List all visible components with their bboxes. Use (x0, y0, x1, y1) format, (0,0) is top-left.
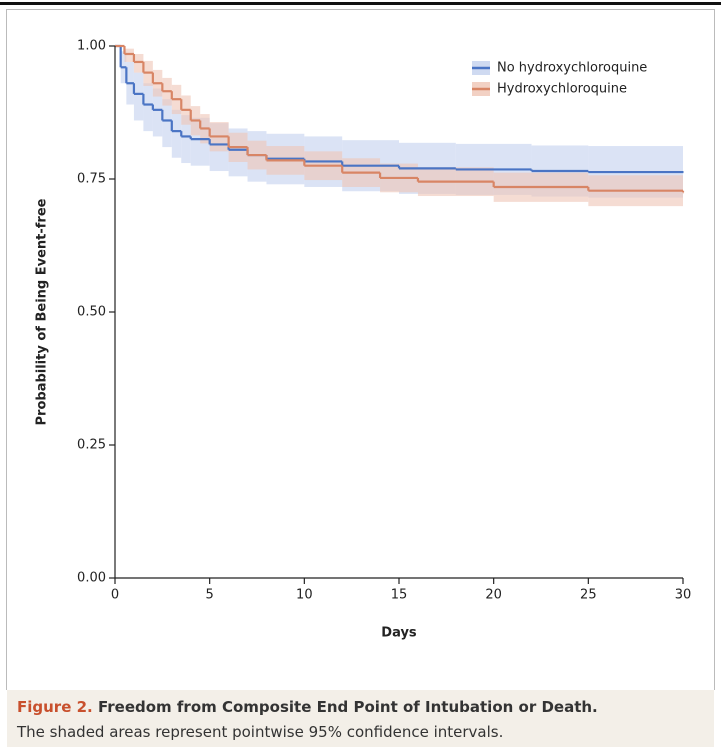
x-tick-label: 5 (206, 588, 214, 603)
x-tick-label: 15 (391, 588, 408, 603)
y-tick-label: 1.00 (77, 39, 106, 54)
y-tick-label: 0.25 (77, 438, 106, 453)
x-tick-label: 10 (296, 588, 313, 603)
y-tick-label: 0.00 (77, 571, 106, 586)
x-tick-label: 0 (111, 588, 119, 603)
confidence-band (152, 88, 163, 137)
y-tick-label: 0.50 (77, 305, 106, 320)
chart: 0.00 0.25 0.50 0.75 1.00 0 5 10 15 20 25 30 No hydro… (0, 2, 721, 690)
legend-label: No hydroxychloroquine (497, 61, 647, 76)
x-tick-label: 25 (580, 588, 597, 603)
confidence-band (133, 53, 144, 73)
frame (6, 9, 715, 690)
top-rule (0, 2, 721, 5)
caption-label: Figure 2. (17, 698, 93, 716)
caption-title: Freedom from Composite End Point of Intu… (97, 698, 598, 716)
plot: 0.00 0.25 0.50 0.75 1.00 0 5 10 15 20 25 30 No hydro… (77, 39, 691, 603)
confidence-band (124, 48, 134, 62)
x-tick-label: 20 (485, 588, 502, 603)
confidence-band (143, 83, 153, 132)
x-tick-label: 30 (675, 588, 692, 603)
caption-text: The shaded areas represent pointwise 95%… (17, 723, 504, 741)
y-axis-label: Probability of Being Event-free (35, 198, 50, 425)
caption: Figure 2. Freedom from Composite End Poi… (7, 690, 714, 747)
legend-label: Hydroxychloroquine (497, 82, 627, 97)
confidence-band (181, 115, 191, 164)
caption-heading: Figure 2. Freedom from Composite End Poi… (17, 698, 598, 716)
confidence-band (133, 72, 144, 121)
confidence-band (171, 109, 182, 158)
confidence-band (162, 99, 172, 148)
x-axis-label: Days (381, 626, 417, 641)
y-tick-label: 0.75 (77, 172, 106, 187)
